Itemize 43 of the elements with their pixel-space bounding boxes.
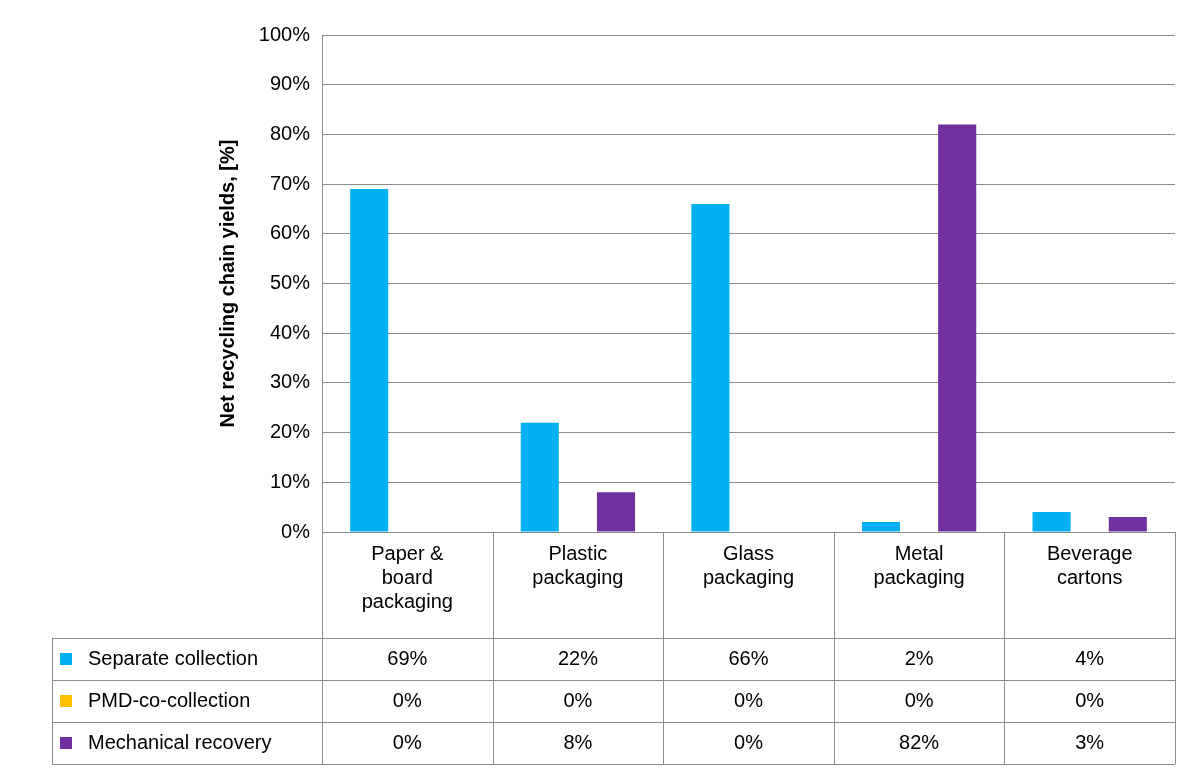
data-label: 4%: [1075, 646, 1105, 669]
data-label: 0%: [392, 688, 422, 711]
bar: [1108, 517, 1147, 532]
x-tick-label: Metal packaging: [873, 541, 965, 588]
data-label: 0%: [734, 730, 764, 753]
data-label: 82%: [899, 730, 940, 753]
x-tick-label: Plastic packaging: [532, 541, 624, 588]
y-tick-label: 0%: [281, 519, 311, 542]
data-label: 66%: [728, 646, 769, 669]
data-label: 0%: [904, 688, 934, 711]
data-label: 2%: [904, 646, 934, 669]
bar: [520, 422, 559, 532]
y-tick-label: 30%: [269, 370, 311, 393]
y-tick-label: 60%: [269, 221, 311, 244]
y-tick-label: 70%: [269, 171, 311, 194]
y-tick-label: 40%: [269, 320, 311, 343]
bar: [938, 124, 977, 532]
x-tick-label: Paper & board packaging: [361, 541, 453, 612]
y-tick-label: 80%: [269, 121, 311, 144]
data-label: 22%: [557, 646, 599, 669]
y-axis-title: Net recycling chain yields, [%]: [215, 139, 238, 428]
y-tick-label: 50%: [269, 271, 311, 294]
data-label: 69%: [387, 646, 428, 669]
bar: [1032, 512, 1071, 532]
data-label: 3%: [1075, 730, 1105, 753]
data-label: 0%: [1075, 688, 1105, 711]
y-tick-label: 10%: [269, 469, 311, 492]
x-tick-label: Beverage cartons: [1046, 541, 1133, 588]
legend-label: PMD-co-collection: [88, 688, 251, 711]
y-tick-label: 20%: [269, 420, 311, 443]
bar: [861, 522, 901, 532]
legend-label: Mechanical recovery: [88, 730, 272, 753]
bar: [691, 203, 730, 532]
y-tick-label: 90%: [269, 72, 311, 95]
bar: [350, 189, 389, 532]
data-label: 0%: [563, 688, 593, 711]
y-tick-label: 100%: [258, 22, 311, 45]
x-tick-label: Glass packaging: [702, 541, 795, 588]
data-label: 0%: [734, 688, 764, 711]
data-label: 8%: [563, 730, 593, 753]
legend-label: Separate collection: [88, 646, 259, 669]
data-label: 0%: [392, 730, 422, 753]
bar: [596, 492, 636, 532]
